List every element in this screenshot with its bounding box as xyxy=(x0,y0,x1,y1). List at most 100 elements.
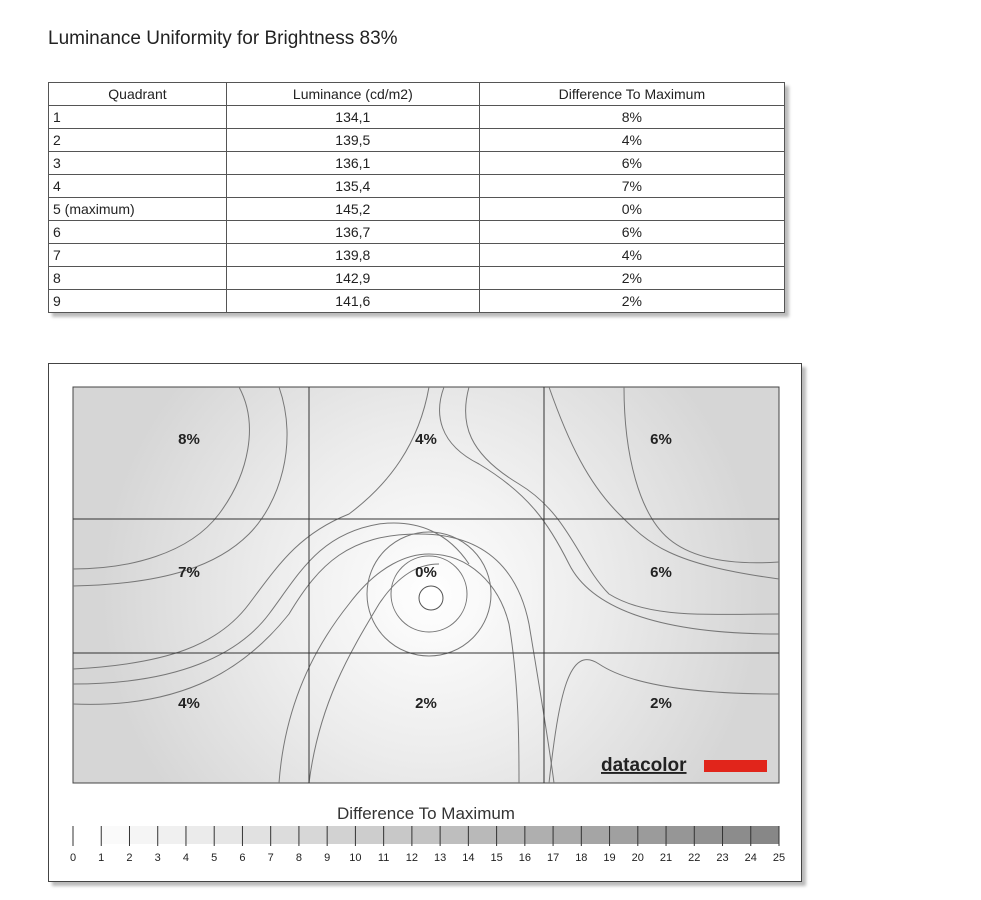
table-header: Quadrant Luminance (cd/m2) Difference To M… xyxy=(48,82,786,106)
table-cell: 135,4 xyxy=(225,174,480,198)
scale-swatch xyxy=(609,826,638,844)
table-cell: 4% xyxy=(478,243,786,267)
table-body: 1 134,1 8% 2 139,5 4% 3 136,1 6% 4 135,4 7% 5 (maxim… xyxy=(48,105,786,313)
scale-swatch xyxy=(157,826,186,844)
scale-tick-label: 23 xyxy=(716,852,728,864)
quadrant-label: 0% xyxy=(415,564,437,581)
table-cell: 8 xyxy=(48,266,227,290)
table-cell: 8% xyxy=(478,105,786,129)
table-cell: 142,9 xyxy=(225,266,480,290)
scale-swatch xyxy=(327,826,356,844)
table-row: 4 135,4 7% xyxy=(48,174,786,198)
scale-swatch xyxy=(468,826,497,844)
scale-swatch xyxy=(101,826,130,844)
table-cell: 6% xyxy=(478,220,786,244)
scale-tick-label: 14 xyxy=(462,852,474,864)
scale-tick-label: 17 xyxy=(547,852,559,864)
quadrant-label: 4% xyxy=(178,695,200,712)
quadrant-label: 6% xyxy=(650,431,672,448)
quadrant-label: 2% xyxy=(415,695,437,712)
scale-tick-label: 1 xyxy=(98,852,104,864)
scale-tick-label: 18 xyxy=(575,852,587,864)
table-cell: 139,5 xyxy=(225,128,480,152)
quadrant-grid xyxy=(73,387,779,783)
scale-swatch xyxy=(129,826,158,844)
scale-tick-label: 15 xyxy=(490,852,502,864)
scale-tick-label: 13 xyxy=(434,852,446,864)
scale-swatch xyxy=(270,826,299,844)
scale-tick-label: 12 xyxy=(406,852,418,864)
scale-swatch xyxy=(750,826,779,844)
table-row: 8 142,9 2% xyxy=(48,266,786,290)
column-header: Luminance (cd/m2) xyxy=(225,82,480,106)
table-cell: 7 xyxy=(48,243,227,267)
scale-tick-label: 19 xyxy=(603,852,615,864)
brand-logo: datacolor xyxy=(601,755,687,776)
table-cell: 2 xyxy=(48,128,227,152)
scale-swatch xyxy=(666,826,695,844)
quadrant-label: 4% xyxy=(415,431,437,448)
scale-swatch xyxy=(694,826,723,844)
quadrant-label: 8% xyxy=(178,431,200,448)
column-header: Quadrant xyxy=(48,82,227,106)
table-cell: 136,1 xyxy=(225,151,480,175)
table-row: 6 136,7 6% xyxy=(48,220,786,244)
table-cell: 134,1 xyxy=(225,105,480,129)
table-row: 1 134,1 8% xyxy=(48,105,786,129)
scale-tick-label: 8 xyxy=(296,852,302,864)
uniformity-map: datacolor Difference To Maximum 8% 4% 6% 7%… xyxy=(70,386,785,864)
scale-swatch xyxy=(496,826,525,844)
scale-swatch xyxy=(637,826,667,844)
table-row: 7 139,8 4% xyxy=(48,243,786,267)
scale-tick-label: 7 xyxy=(268,852,274,864)
luminance-table: Quadrant Luminance (cd/m2) Difference To M… xyxy=(48,82,786,313)
table-cell: 3 xyxy=(48,151,227,175)
uniformity-map-panel: datacolor Difference To Maximum 8% 4% 6% 7%… xyxy=(48,363,802,882)
scale-title: Difference To Maximum xyxy=(337,804,515,823)
scale-tick-label: 6 xyxy=(239,852,245,864)
table-cell: 2% xyxy=(478,266,786,290)
table-cell: 4 xyxy=(48,174,227,198)
scale-tick-label: 10 xyxy=(349,852,361,864)
scale-tick-label: 21 xyxy=(660,852,672,864)
scale-tick-label: 11 xyxy=(378,852,389,864)
table-cell: 4% xyxy=(478,128,786,152)
contour-lines xyxy=(72,386,780,784)
map-area xyxy=(72,386,780,784)
table-cell: 6 xyxy=(48,220,227,244)
brand-bar xyxy=(704,760,767,772)
scale-tick-label: 9 xyxy=(324,852,330,864)
scale-swatch xyxy=(242,826,271,844)
scale-tick-label: 20 xyxy=(632,852,644,864)
table-cell: 136,7 xyxy=(225,220,480,244)
table-cell: 2% xyxy=(478,289,786,313)
table-cell: 9 xyxy=(48,289,227,313)
table-cell: 139,8 xyxy=(225,243,480,267)
table-cell: 1 xyxy=(48,105,227,129)
scale-swatch xyxy=(411,826,441,844)
scale-tick-label: 0 xyxy=(70,852,76,864)
table-cell: 7% xyxy=(478,174,786,198)
scale-swatch xyxy=(383,826,412,844)
scale-tick-label: 24 xyxy=(745,852,757,864)
column-header: Difference To Maximum xyxy=(478,82,786,106)
quadrant-label: 2% xyxy=(650,695,672,712)
scale-tick-label: 16 xyxy=(519,852,531,864)
scale-swatch xyxy=(185,826,215,844)
scale-swatch xyxy=(524,826,554,844)
table-cell: 145,2 xyxy=(225,197,480,221)
table-row: 5 (maximum) 145,2 0% xyxy=(48,197,786,221)
scale-tick-label: 4 xyxy=(183,852,189,864)
scale-tick-label: 2 xyxy=(126,852,132,864)
scale-swatch xyxy=(440,826,469,844)
scale-tick-label: 5 xyxy=(211,852,217,864)
scale-swatch xyxy=(722,826,751,844)
table-cell: 6% xyxy=(478,151,786,175)
quadrant-label: 6% xyxy=(650,564,672,581)
table-cell: 5 (maximum) xyxy=(48,197,227,221)
table-row: 2 139,5 4% xyxy=(48,128,786,152)
table-cell: 141,6 xyxy=(225,289,480,313)
page-title: Luminance Uniformity for Brightness 83% xyxy=(48,28,398,49)
scale-swatch xyxy=(355,826,384,844)
